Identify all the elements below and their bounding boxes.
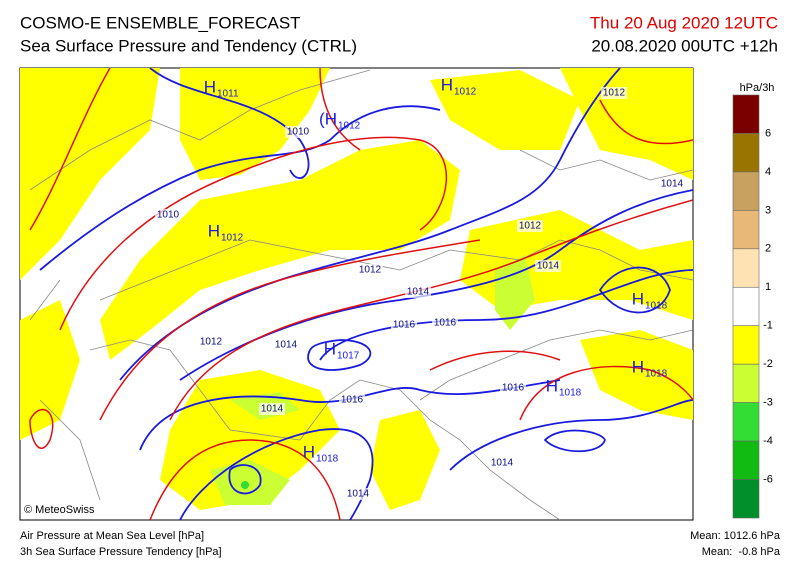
high-letter: H [303, 442, 315, 461]
colorbar-label: -4 [763, 435, 773, 447]
copyright: © MeteoSwiss [24, 504, 95, 516]
isobar-label-bg [391, 319, 417, 331]
high-letter: (H [319, 109, 337, 128]
high-value: 1017 [337, 351, 360, 362]
borders [29, 69, 693, 520]
high-letter: H [441, 75, 453, 94]
colorbar-label: 1 [765, 281, 771, 293]
map-labels: 1010 1010 1012 1014 1016 1016 1012 1014 1014 1016… [155, 75, 685, 500]
colorbar-box [732, 363, 760, 403]
isobar-label: 1016 [434, 318, 457, 329]
high-value: 1018 [316, 454, 339, 465]
colorbar-label: 2 [765, 243, 771, 255]
isobar-label-bg [659, 178, 685, 190]
high-value: 1012 [338, 121, 361, 132]
isobar-label-bg [517, 220, 543, 232]
isobar-label-bg [273, 339, 299, 351]
colorbar-box [732, 325, 760, 365]
high-value: 1012 [221, 233, 244, 244]
colorbar-label: -1 [763, 320, 773, 332]
footer-left-1: Air Pressure at Mean Sea Level [hPa] [20, 530, 204, 542]
isobar-label-bg [489, 457, 515, 469]
high-letter: H [208, 221, 220, 240]
tendency-lines [29, 68, 693, 520]
high-value: 1018 [645, 301, 668, 312]
isobar-label: 1014 [661, 179, 684, 190]
high-value: 1011 [217, 89, 239, 100]
green-spot [241, 481, 249, 489]
footer-right-2: Mean: -0.8 hPa [702, 546, 781, 558]
colorbar-box [732, 286, 760, 327]
isobar-label-bg [500, 382, 526, 394]
isobar-label: 1012 [359, 265, 382, 276]
isobar-label-bg [259, 403, 285, 415]
colorbar: 6 4 3 2 1 -1 -2 -3 -4 -6 [732, 94, 773, 519]
isobar-label-bg [357, 264, 383, 276]
high-value: 1012 [454, 87, 477, 98]
isobar-label: 1014 [537, 261, 560, 272]
high-letter: H [632, 357, 644, 376]
high-letter: H [546, 376, 558, 395]
title: COSMO-E ENSEMBLE_FORECAST [20, 13, 301, 32]
colorbar-box [732, 479, 760, 519]
colorbar-label: 4 [765, 166, 771, 178]
isobar-label-bg [339, 394, 365, 406]
isobar-label: 1016 [393, 320, 416, 331]
isobar-label: 1014 [491, 458, 514, 469]
map: 1010 1010 1012 1014 1016 1016 1012 1014 1014 1016… [19, 67, 694, 521]
colorbar-box [732, 94, 760, 134]
footer-right-1: Mean: 1012.6 hPa [690, 530, 781, 542]
isobar-label-bg [345, 488, 371, 500]
colorbar-box [732, 171, 760, 211]
colorbar-box [732, 402, 760, 442]
high-letter: H [204, 77, 216, 96]
colorbar-box [732, 210, 760, 250]
isobar-label: 1016 [502, 383, 525, 394]
subtitle: Sea Surface Pressure and Tendency (CTRL) [20, 36, 357, 55]
isobar-label: 1012 [200, 337, 223, 348]
run-time: 20.08.2020 00UTC +12h [591, 36, 778, 55]
isobar-label: 1010 [287, 127, 310, 138]
colorbar-label: -6 [763, 473, 773, 485]
isobar-label-bg [601, 87, 627, 99]
isobar-label: 1014 [261, 404, 284, 415]
isobar-label: 1010 [157, 210, 180, 221]
colorbar-box [732, 440, 760, 480]
colorbar-label: 3 [765, 204, 771, 216]
high-letter: H [632, 289, 644, 308]
isobar-label: 1012 [519, 221, 542, 232]
isobar-label: 1014 [347, 489, 370, 500]
isobar-label: 1014 [407, 287, 430, 298]
isobar-label-bg [155, 209, 181, 221]
isobar-label-bg [198, 336, 224, 348]
isobar-label-bg [405, 286, 431, 298]
isobar-label: 1012 [603, 88, 626, 99]
valid-time: Thu 20 Aug 2020 12UTC [590, 13, 778, 32]
isobar-label-bg [432, 317, 458, 329]
colorbar-box [732, 133, 760, 173]
high-value: 1018 [559, 388, 582, 399]
isobar-label: 1014 [275, 340, 298, 351]
colorbar-unit: hPa/3h [740, 82, 775, 94]
high-letter: H [324, 339, 336, 358]
colorbar-label: -3 [763, 397, 773, 409]
colorbar-box [732, 248, 760, 288]
isobar-label-bg [285, 126, 311, 138]
isobar-label: 1016 [341, 395, 364, 406]
high-value: 1018 [645, 369, 668, 380]
colorbar-label: -2 [763, 358, 773, 370]
strong-tendency-areas [210, 255, 535, 505]
footer-left-2: 3h Sea Surface Pressure Tendency [hPa] [20, 546, 222, 558]
isobar-label-bg [535, 260, 561, 272]
map-content [20, 68, 693, 520]
colorbar-label: 6 [765, 127, 771, 139]
